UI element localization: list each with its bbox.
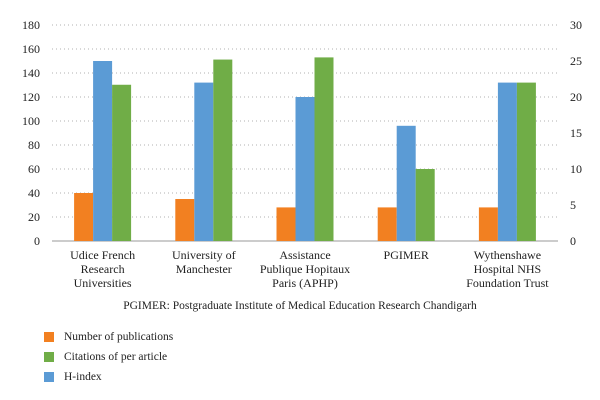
- left-tick-label: 0: [34, 234, 40, 248]
- bar-citations-of-per-article: [314, 57, 334, 242]
- bar-h-index: [497, 82, 517, 241]
- left-tick-label: 140: [22, 66, 40, 80]
- legend-swatch-publications: [44, 332, 54, 342]
- legend-label-citations: Citations of per article: [64, 351, 168, 363]
- category-label: Udice French: [70, 248, 135, 262]
- right-tick-label: 25: [570, 54, 582, 68]
- left-tick-label: 180: [22, 18, 40, 32]
- category-label: Universities: [74, 276, 132, 290]
- bar-number-of-publications: [276, 207, 296, 241]
- left-axis: 0 20 40 60 80 100 120 140 160 180: [22, 18, 40, 248]
- right-tick-label: 30: [570, 18, 582, 32]
- bar-citations-of-per-article: [415, 169, 435, 241]
- abbreviation-note: PGIMER: Postgraduate Institute of Medica…: [123, 300, 477, 312]
- bar-number-of-publications: [377, 207, 397, 241]
- right-tick-label: 0: [570, 234, 576, 248]
- legend-item-hindex: H-index: [44, 367, 173, 387]
- right-tick-label: 5: [570, 198, 576, 212]
- right-axis: 0 5 10 15 20 25 30: [570, 18, 582, 248]
- bars: [74, 57, 536, 242]
- legend-label-hindex: H-index: [64, 371, 102, 383]
- legend-item-publications: Number of publications: [44, 327, 173, 347]
- bar-h-index: [194, 82, 214, 241]
- left-tick-label: 60: [28, 162, 40, 176]
- category-label: Hospital NHS: [474, 262, 542, 276]
- left-tick-label: 120: [22, 90, 40, 104]
- bar-citations-of-per-article: [213, 59, 233, 242]
- left-tick-label: 80: [28, 138, 40, 152]
- legend: Number of publications Citations of per …: [44, 327, 173, 387]
- bar-citations-of-per-article: [112, 84, 132, 241]
- left-tick-label: 160: [22, 42, 40, 56]
- bar-h-index: [295, 97, 315, 241]
- right-tick-label: 10: [570, 162, 582, 176]
- category-label: University of: [172, 248, 236, 262]
- left-tick-label: 100: [22, 114, 40, 128]
- category-label: Wythenshawe: [474, 248, 541, 262]
- bar-h-index: [396, 125, 416, 241]
- legend-label-publications: Number of publications: [64, 331, 174, 343]
- category-label: Publique Hopitaux: [260, 262, 350, 276]
- bar-h-index: [93, 61, 113, 241]
- legend-item-citations: Citations of per article: [44, 347, 173, 367]
- bar-chart: 0 20 40 60 80 100 120 140 160 180 0 5 10 15 20 25 30 Ud…: [22, 18, 582, 290]
- right-tick-label: 15: [570, 126, 582, 140]
- bar-number-of-publications: [175, 199, 195, 241]
- legend-swatch-hindex: [44, 372, 54, 382]
- bar-number-of-publications: [74, 193, 94, 241]
- bar-citations-of-per-article: [516, 82, 536, 241]
- category-label: Research: [81, 262, 125, 276]
- category-label: PGIMER: [384, 248, 429, 262]
- bar-number-of-publications: [478, 207, 498, 241]
- category-label: Manchester: [176, 262, 232, 276]
- left-tick-label: 20: [28, 210, 40, 224]
- category-label: Paris (APHP): [272, 276, 338, 290]
- legend-swatch-citations: [44, 352, 54, 362]
- right-tick-label: 20: [570, 90, 582, 104]
- category-label: Assistance: [279, 248, 330, 262]
- left-tick-label: 40: [28, 186, 40, 200]
- category-label: Foundation Trust: [466, 276, 549, 290]
